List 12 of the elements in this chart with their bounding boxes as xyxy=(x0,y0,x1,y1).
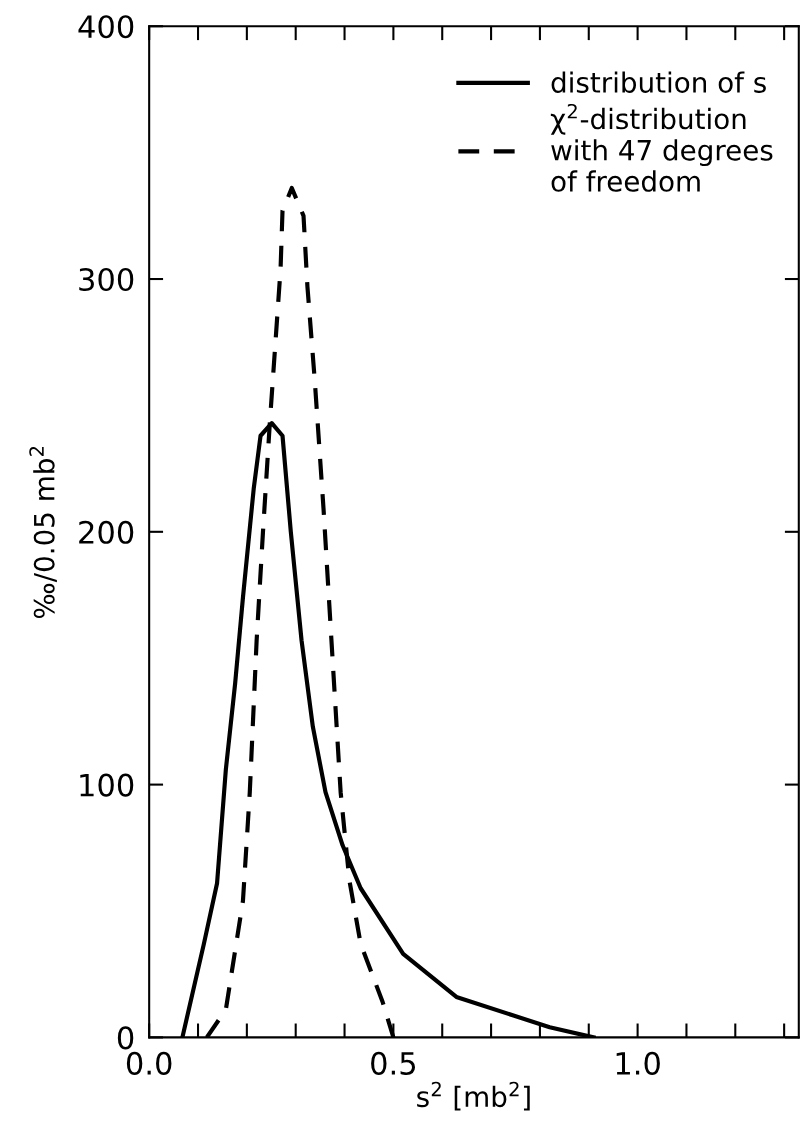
x-tick-label: 0.0 xyxy=(126,1051,172,1075)
legend-label: distribution of s xyxy=(551,71,766,93)
y-axis-title: ‰/0.05 mb$^{2}$ xyxy=(29,446,57,619)
y-tick-label: 0 xyxy=(117,1026,134,1050)
y-tick-label: 400 xyxy=(78,15,134,39)
y-tick-label: 300 xyxy=(79,267,134,292)
y-tick-label: 200 xyxy=(79,520,134,544)
x-tick-label: 0.5 xyxy=(371,1051,416,1075)
x-tick-label: 1.0 xyxy=(616,1051,660,1075)
y-tick-label: 100 xyxy=(80,773,134,797)
x-axis-title: s$^{2}$ [mb$^{2}$] xyxy=(417,1081,530,1111)
legend-label: χ$^{2}$-distribution with 47 degrees of freedom xyxy=(550,103,773,192)
